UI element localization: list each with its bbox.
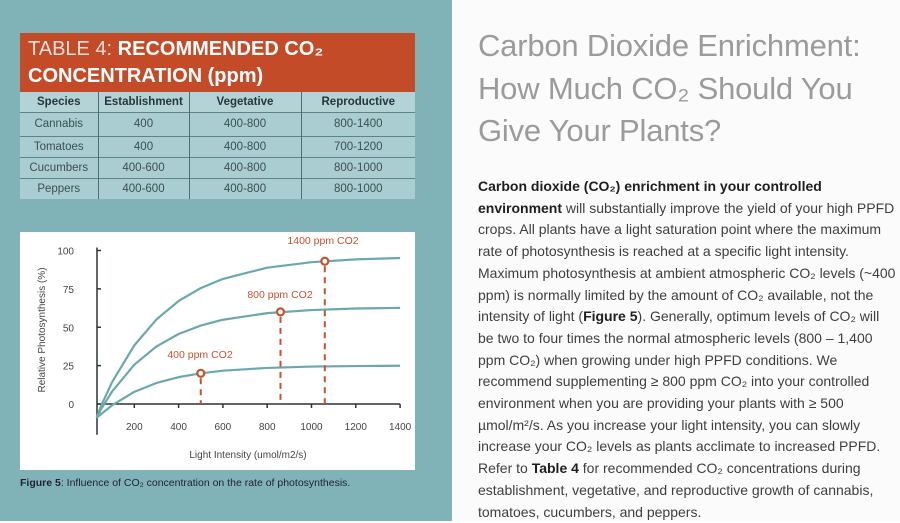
column-header: Reproductive — [300, 92, 415, 112]
cell: Tomatoes — [33, 140, 84, 153]
y-tick-label: 75 — [63, 285, 75, 296]
table-title: TABLE 4: RECOMMENDED CO₂ CONCENTRATION (… — [20, 33, 415, 92]
x-tick-label: 1400 — [389, 422, 412, 433]
x-tick-label: 200 — [126, 422, 143, 433]
cell: 700-1200 — [300, 136, 415, 157]
y-tick-label: 25 — [63, 362, 75, 373]
curve-1 — [95, 306, 401, 419]
cell: 400-600 — [97, 157, 189, 178]
title-line: Carbon Dioxide Enrichment: — [478, 28, 861, 63]
cell: Cucumbers — [29, 161, 89, 174]
title-line: How Much CO₂ Should You — [478, 70, 853, 106]
cell: 400 — [97, 136, 189, 157]
curve-2 — [95, 256, 401, 419]
figure-panel: TABLE 4: RECOMMENDED CO₂ CONCENTRATION (… — [0, 0, 452, 521]
x-axis-label: Light Intensity (umol/m2/s) — [189, 450, 306, 461]
series-label: 1400 ppm CO2 — [287, 235, 358, 247]
data-point-marker — [275, 307, 286, 317]
series-label: 800 ppm CO2 — [247, 289, 313, 301]
table-title-line1: RECOMMENDED CO₂ — [117, 38, 324, 60]
chart-box: 0 25 50 75 100 200 400 600 800 1000 1200 1400 Light … — [20, 232, 415, 470]
article-body: Carbon dioxide (CO₂) enrichment in your … — [478, 176, 896, 523]
cell: 400-600 — [97, 178, 189, 199]
body-text: ). Generally, optimum levels of CO₂ will… — [478, 308, 881, 477]
x-tick-label: 1000 — [300, 422, 323, 433]
y-tick-label: 100 — [57, 247, 74, 258]
table-row: Cucumbers 400-600 400-800 800-1000 — [20, 157, 415, 178]
y-tick-label: 50 — [63, 323, 75, 334]
title-line: Give Your Plants? — [478, 113, 722, 148]
body-text: for recommended CO₂ concentrations durin… — [478, 460, 874, 520]
x-tick-label: 600 — [215, 422, 232, 433]
figure-caption: Figure 5: Influence of CO₂ concentration… — [20, 477, 350, 489]
cell: 800-1000 — [300, 157, 415, 178]
table-row: Tomatoes 400 400-800 700-1200 — [20, 136, 415, 157]
x-tick-label: 800 — [259, 422, 276, 433]
caption-label: Figure 5 — [20, 477, 61, 489]
cell: 400-800 — [188, 157, 301, 178]
x-tick-label: 400 — [170, 422, 187, 433]
body-text: will substantially improve the yield of … — [478, 199, 896, 325]
x-tick-label: 1200 — [345, 422, 368, 433]
series-label: 400 ppm CO2 — [167, 349, 233, 361]
y-axis-label: Relative Photosynthesis (%) — [37, 267, 48, 392]
cell: 400-800 — [188, 178, 301, 199]
article-title: Carbon Dioxide Enrichment: How Much CO₂ … — [478, 25, 861, 153]
table-number: TABLE 4: — [28, 38, 118, 60]
photosynthesis-chart: 0 25 50 75 100 200 400 600 800 1000 1200 1400 Light … — [37, 235, 412, 461]
table-reference: Table 4 — [531, 460, 579, 477]
column-header: Establishment — [97, 92, 189, 112]
table-title-line2: CONCENTRATION (ppm) — [28, 65, 264, 87]
y-tick-label: 0 — [68, 400, 74, 411]
table-row: Cannabis 400 400-800 800-1400 — [20, 112, 415, 136]
cell: 400-800 — [188, 112, 301, 136]
caption-text: : Influence of CO₂ concentration on the … — [60, 477, 351, 489]
lead-text: Carbon dioxide (CO₂) enrichment in your … — [478, 178, 822, 216]
cell: 800-1000 — [300, 178, 415, 199]
column-header: Species — [20, 92, 98, 112]
article-panel — [452, 0, 900, 521]
cell: Peppers — [37, 182, 81, 195]
cell: 400-800 — [188, 136, 301, 157]
cell: 800-1400 — [300, 112, 415, 136]
cell: 400 — [97, 112, 189, 136]
curve-0 — [95, 364, 401, 419]
table-row: Peppers 400-600 400-800 800-1000 — [20, 178, 415, 199]
table-header-row: Species Establishment Vegetative Reprodu… — [20, 92, 415, 112]
data-point-marker — [320, 256, 330, 266]
cell: Cannabis — [34, 118, 84, 130]
co2-table: Species Establishment Vegetative Reprodu… — [20, 92, 415, 199]
figure-reference: Figure 5 — [583, 308, 638, 325]
column-header: Vegetative — [188, 92, 301, 112]
data-point-marker — [196, 368, 206, 378]
